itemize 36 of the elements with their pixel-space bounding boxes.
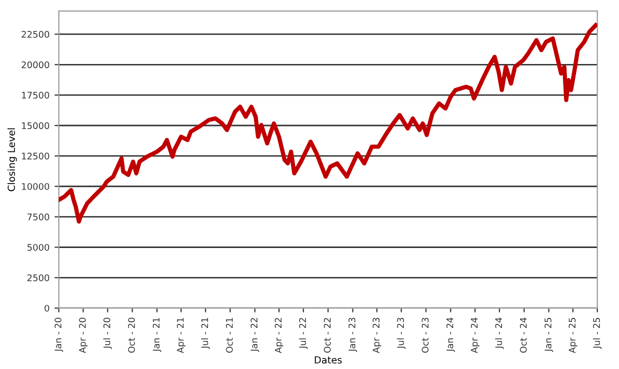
x-tick-label: Jan - 23 [348, 318, 358, 352]
x-tick-label: Oct - 24 [520, 318, 527, 353]
x-tick-label: Jul - 20 [103, 318, 112, 349]
y-tick-label: 7500 [28, 214, 50, 220]
y-tick-label: 20000 [22, 61, 50, 68]
x-tick-label: Apr - 23 [372, 318, 382, 354]
y-tick-label: 17500 [22, 92, 50, 99]
y-tick-label: 10000 [22, 183, 50, 190]
x-tick-label: Jan - 21 [152, 318, 162, 352]
x-tick-label: Apr - 25 [568, 318, 578, 354]
x-tick-label: Jan - 22 [250, 318, 260, 352]
y-tick-label: 15000 [22, 122, 50, 130]
x-tick-label: Apr - 24 [470, 318, 480, 354]
x-tick-label: Apr - 22 [274, 318, 284, 354]
x-axis-title: Dates [314, 356, 342, 364]
x-tick-label: Oct - 21 [226, 318, 233, 353]
x-tick-label: Apr - 20 [79, 318, 88, 354]
x-tick-label: Jan - 20 [54, 318, 64, 352]
y-axis-title: Closing Level [7, 128, 17, 192]
line-series [58, 23, 598, 224]
x-tick-label: Jul - 21 [201, 318, 210, 349]
x-tick-label: Apr - 21 [176, 318, 186, 354]
y-tick-label: 0 [44, 304, 50, 312]
x-tick-label: Jul - 22 [299, 318, 308, 349]
x-tick-label: Oct - 20 [128, 318, 135, 353]
x-tick-label: Oct - 23 [422, 318, 429, 353]
x-tick-label: Jul - 23 [396, 318, 406, 349]
x-tick-label: Oct - 22 [324, 318, 331, 353]
y-tick-label: 12500 [22, 152, 50, 160]
x-tick-label: Jan - 24 [446, 318, 455, 352]
y-tick-label: 2500 [27, 274, 50, 282]
x-tick-label: Jan - 25 [544, 318, 554, 352]
y-tick-label: 22500 [22, 30, 50, 38]
y-tick-label: 5000 [28, 244, 50, 251]
x-tick-label: Jul - 25 [592, 318, 602, 349]
x-tick-label: Jul - 24 [495, 318, 504, 349]
